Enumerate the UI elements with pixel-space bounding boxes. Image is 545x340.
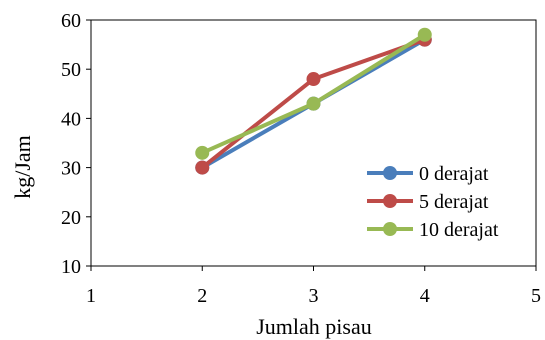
x-axis-title: Jumlah pisau <box>256 314 372 339</box>
legend-marker <box>383 194 397 208</box>
y-tick-label: 30 <box>61 158 81 180</box>
series-2 <box>195 27 432 160</box>
legend-label: 10 derajat <box>419 219 499 241</box>
data-point <box>195 145 210 160</box>
data-point <box>417 27 432 42</box>
y-tick-label: 10 <box>61 256 81 278</box>
y-tick-label: 60 <box>61 10 81 32</box>
data-point <box>306 72 321 87</box>
y-tick-label: 20 <box>61 207 81 229</box>
legend-item-0: 0 derajat <box>367 163 489 185</box>
legend-label: 0 derajat <box>419 163 489 185</box>
legend-item-1: 5 derajat <box>367 191 489 213</box>
data-point <box>306 96 321 111</box>
legend-label: 5 derajat <box>419 191 489 213</box>
x-tick-label: 5 <box>531 285 541 307</box>
y-tick-label: 40 <box>61 108 81 130</box>
legend: 0 derajat 5 derajat 10 derajat <box>367 163 499 241</box>
x-tick-label: 1 <box>86 285 96 307</box>
tick-labels: 10 20 30 40 50 60 1 2 3 4 5 <box>61 10 541 307</box>
y-axis-title: kg/Jam <box>10 135 35 199</box>
x-tick-label: 2 <box>197 285 207 307</box>
legend-marker <box>383 222 397 236</box>
data-point <box>195 160 210 175</box>
y-tick-label: 50 <box>61 59 81 81</box>
legend-marker <box>383 166 397 180</box>
legend-item-2: 10 derajat <box>367 219 499 241</box>
x-tick-label: 4 <box>420 285 430 307</box>
series-group <box>195 27 432 175</box>
x-tick-label: 3 <box>309 285 319 307</box>
